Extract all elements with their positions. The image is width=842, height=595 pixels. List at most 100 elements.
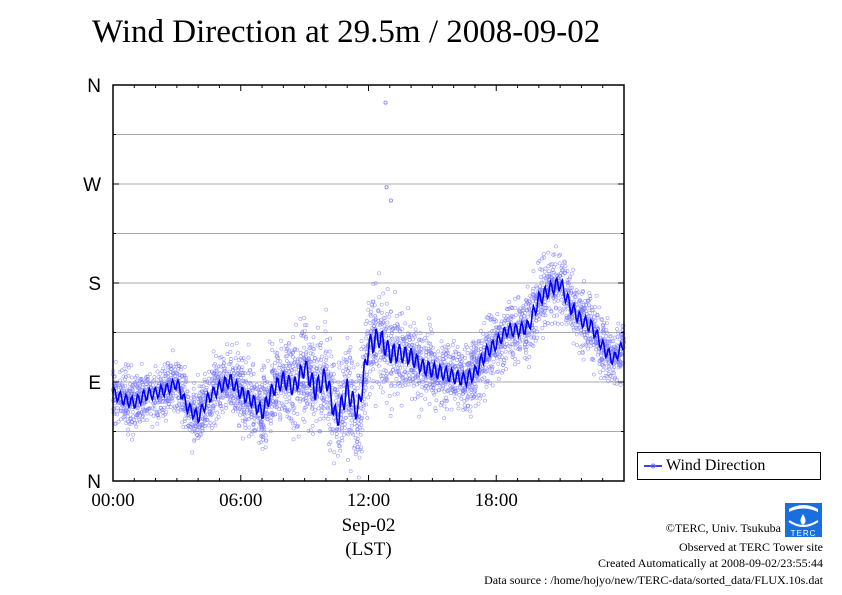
scatter-point bbox=[401, 372, 406, 376]
scatter-point bbox=[584, 312, 589, 317]
scatter-point bbox=[569, 290, 573, 295]
scatter-point bbox=[462, 363, 466, 368]
scatter-point bbox=[580, 343, 585, 348]
scatter-point bbox=[485, 360, 489, 365]
scatter-point bbox=[573, 325, 578, 330]
scatter-point bbox=[384, 327, 389, 331]
scatter-point bbox=[185, 389, 190, 394]
scatter-point bbox=[254, 382, 259, 387]
scatter-point bbox=[332, 450, 337, 455]
scatter-point bbox=[376, 322, 380, 327]
scatter-point bbox=[377, 295, 382, 300]
scatter-point bbox=[604, 334, 608, 339]
scatter-point bbox=[290, 355, 295, 359]
scatter-point bbox=[145, 411, 150, 416]
scatter-point bbox=[415, 382, 420, 387]
scatter-point bbox=[224, 406, 228, 410]
scatter-point bbox=[605, 367, 610, 372]
scatter-point bbox=[516, 319, 521, 324]
scatter-point bbox=[379, 376, 384, 381]
scatter-point bbox=[282, 405, 287, 409]
scatter-point bbox=[500, 368, 505, 373]
scatter-point bbox=[500, 344, 505, 349]
scatter-point bbox=[304, 350, 309, 354]
scatter-point bbox=[304, 323, 309, 328]
scatter-point bbox=[346, 410, 351, 415]
scatter-point bbox=[405, 370, 410, 375]
scatter-point bbox=[482, 368, 487, 373]
scatter-point bbox=[483, 380, 488, 385]
scatter-point bbox=[401, 341, 406, 346]
scatter-point bbox=[134, 424, 139, 429]
scatter-point bbox=[295, 396, 300, 401]
scatter-point bbox=[588, 344, 593, 349]
scatter-point bbox=[235, 370, 240, 375]
scatter-point bbox=[505, 307, 510, 312]
scatter-point bbox=[594, 347, 598, 352]
scatter-point bbox=[126, 432, 130, 437]
scatter-point bbox=[385, 311, 390, 316]
scatter-point bbox=[599, 351, 604, 355]
scatter-point bbox=[399, 374, 404, 379]
scatter-point bbox=[457, 352, 461, 357]
scatter-point bbox=[474, 378, 478, 383]
scatter-point bbox=[215, 368, 219, 373]
scatter-point bbox=[311, 335, 316, 340]
scatter-point bbox=[382, 357, 387, 362]
scatter-point bbox=[579, 300, 584, 305]
scatter-point bbox=[373, 315, 378, 320]
scatter-point bbox=[265, 415, 269, 420]
scatter-point bbox=[390, 338, 395, 343]
scatter-point bbox=[417, 349, 422, 354]
scatter-point bbox=[378, 320, 383, 325]
scatter-point bbox=[348, 428, 352, 432]
scatter-point bbox=[165, 398, 170, 402]
scatter-point bbox=[482, 321, 487, 326]
scatter-point bbox=[321, 416, 326, 421]
scatter-point bbox=[478, 393, 483, 398]
scatter-point bbox=[603, 361, 608, 366]
scatter-point bbox=[553, 320, 558, 325]
scatter-point bbox=[487, 331, 492, 335]
scatter-point bbox=[292, 367, 297, 371]
scatter-point bbox=[589, 308, 594, 313]
scatter-point bbox=[337, 384, 342, 389]
scatter-point bbox=[118, 378, 123, 383]
scatter-point bbox=[532, 295, 536, 300]
scatter-point bbox=[472, 355, 477, 360]
scatter-point bbox=[145, 418, 149, 423]
scatter-point bbox=[346, 350, 351, 355]
scatter-point bbox=[173, 362, 178, 366]
scatter-point bbox=[499, 321, 504, 326]
scatter-point bbox=[238, 413, 243, 417]
scatter-point bbox=[324, 358, 329, 362]
scatter-point bbox=[615, 335, 620, 339]
scatter-point bbox=[251, 422, 256, 427]
scatter-point bbox=[568, 275, 573, 280]
scatter-point bbox=[161, 366, 165, 371]
scatter-point bbox=[236, 409, 241, 414]
scatter-point bbox=[160, 369, 165, 373]
x-axis-unit-label: (LST) bbox=[345, 539, 391, 560]
scatter-point bbox=[321, 396, 326, 400]
scatter-point bbox=[203, 424, 208, 428]
scatter-point bbox=[370, 326, 375, 331]
scatter-point bbox=[341, 383, 346, 388]
scatter-point bbox=[298, 358, 303, 363]
scatter-point bbox=[168, 373, 173, 378]
scatter-point bbox=[346, 427, 351, 432]
scatter-point bbox=[595, 352, 600, 357]
scatter-point bbox=[605, 316, 610, 321]
scatter-point bbox=[298, 399, 303, 404]
scatter-point bbox=[319, 358, 324, 362]
scatter-point bbox=[288, 363, 293, 368]
scatter-point bbox=[388, 413, 393, 418]
scatter-point bbox=[479, 338, 484, 343]
scatter-point bbox=[294, 373, 299, 378]
scatter-point bbox=[443, 355, 448, 360]
scatter-point bbox=[474, 348, 479, 353]
scatter-point bbox=[231, 396, 236, 401]
scatter-point bbox=[424, 356, 428, 361]
scatter-point bbox=[289, 416, 294, 421]
scatter-point bbox=[208, 411, 212, 416]
